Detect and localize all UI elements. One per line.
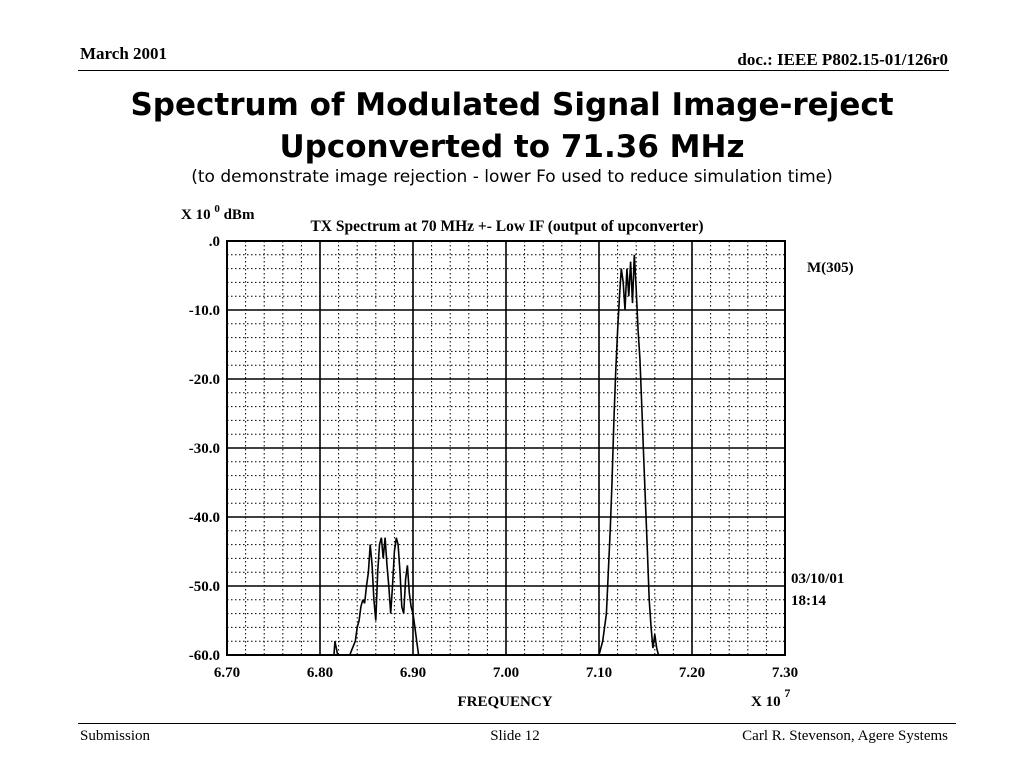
timestamp-date: 03/10/01: [791, 571, 844, 587]
slide-title-line-1: Spectrum of Modulated Signal Image-rejec…: [130, 87, 894, 123]
y-tick-label: -20.0: [189, 372, 220, 388]
y-tick-label: .0: [209, 234, 220, 250]
x-tick-label: 6.70: [214, 665, 240, 681]
marker-label: M(305): [807, 260, 854, 276]
y-tick-label: -60.0: [189, 648, 220, 664]
x-tick-label: 7.10: [586, 665, 612, 681]
footer-rule: [78, 723, 956, 724]
header-rule: [78, 70, 949, 71]
y-axis-multiplier: X 10 0 dBm: [181, 200, 255, 223]
slide-subtitle: (to demonstrate image rejection - lower …: [191, 167, 833, 187]
x-tick-label: 7.00: [493, 665, 519, 681]
timestamp-time: 18:14: [791, 593, 826, 609]
y-tick-label: -40.0: [189, 510, 220, 526]
grid-major: [227, 241, 785, 655]
y-tick-label: -50.0: [189, 579, 220, 595]
x-tick-label: 7.20: [679, 665, 705, 681]
x-axis-multiplier-exp: 7: [784, 686, 790, 700]
footer-slide-number: Slide 12: [490, 728, 540, 744]
y-tick-label: -30.0: [189, 441, 220, 457]
y-axis-multiplier-exp: 0: [214, 203, 220, 215]
x-tick-label: 6.90: [400, 665, 426, 681]
spectrum-trace: [333, 254, 674, 656]
x-tick-label: 6.80: [307, 665, 333, 681]
chart-title: TX Spectrum at 70 MHz +- Low IF (output …: [310, 218, 703, 235]
footer-author: Carl R. Stevenson, Agere Systems: [742, 728, 948, 744]
x-axis-multiplier: X 10 7: [751, 686, 790, 710]
x-tick-label: 7.30: [772, 665, 798, 681]
y-axis-unit: dBm: [224, 207, 255, 223]
header-date: March 2001: [80, 44, 168, 63]
slide-title: Spectrum of Modulated Signal Image-rejec…: [0, 84, 1024, 168]
x-axis-label: FREQUENCY: [457, 694, 552, 710]
y-axis-multiplier-base: X 10: [181, 207, 211, 223]
x-tick-labels: 6.70 6.80 6.90 7.00 7.10 7.20 7.30: [214, 665, 798, 681]
y-tick-labels: .0 -10.0 -20.0 -30.0 -40.0 -50.0 -60.0: [189, 234, 220, 664]
x-axis-multiplier-base: X 10: [751, 694, 781, 710]
header-doc-id: doc.: IEEE P802.15-01/126r0: [737, 50, 948, 69]
footer-submission: Submission: [80, 728, 151, 744]
slide-title-line-2: Upconverted to 71.36 MHz: [279, 129, 745, 165]
y-tick-label: -10.0: [189, 303, 220, 319]
